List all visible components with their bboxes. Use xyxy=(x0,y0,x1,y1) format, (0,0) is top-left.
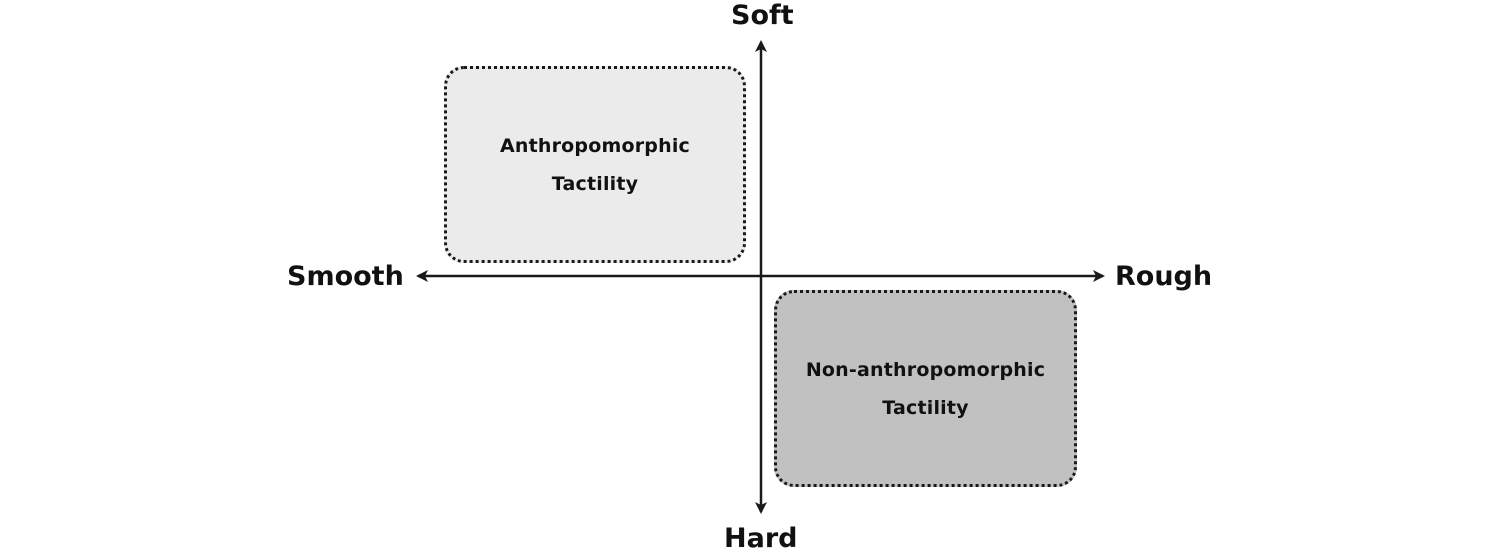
anthropomorphic-tactility-box: Anthropomorphic Tactility xyxy=(444,66,746,263)
axis-label-soft: Soft xyxy=(731,0,794,31)
axis-label-hard: Hard xyxy=(724,523,798,554)
axis-label-smooth: Smooth xyxy=(287,261,404,292)
axis-label-rough: Rough xyxy=(1115,261,1213,292)
anthropomorphic-box-line1: Anthropomorphic xyxy=(499,134,691,157)
non-anthropomorphic-tactility-box: Non-anthropomorphic Tactility xyxy=(774,290,1077,487)
anthropomorphic-box-line2: Tactility xyxy=(551,172,639,195)
non-anthropomorphic-box-line2: Tactility xyxy=(882,396,969,419)
non-anthropomorphic-box-line1: Non-anthropomorphic xyxy=(805,358,1046,381)
